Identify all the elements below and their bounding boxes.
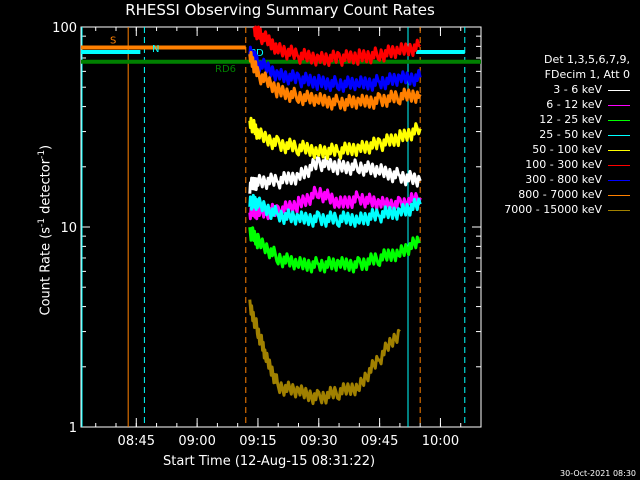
legend-swatch [608, 134, 630, 136]
legend-item: 300 - 800 keV [504, 172, 630, 187]
series-line [248, 155, 422, 194]
legend: Det 1,3,5,6,7,9, FDecim 1, Att 0 3 - 6 k… [504, 52, 630, 217]
legend-item-label: 100 - 300 keV [525, 158, 602, 171]
legend-swatch [608, 209, 630, 211]
legend-header-line-2: FDecim 1, Att 0 [544, 68, 630, 81]
flag-label-rd6: RD6 [215, 64, 236, 75]
legend-item: 50 - 100 keV [504, 142, 630, 157]
series-line [248, 299, 401, 406]
legend-item-label: 25 - 50 keV [539, 128, 602, 141]
flag-label-s: S [110, 35, 116, 46]
y-axis-label-exp-1: -1 [37, 217, 48, 227]
legend-item-label: 800 - 7000 keV [518, 188, 602, 201]
series-line [248, 50, 422, 112]
legend-item: 800 - 7000 keV [504, 187, 630, 202]
y-tick-label: 1 [69, 421, 77, 436]
legend-swatch [608, 89, 630, 91]
y-axis-label: Count Rate (s-1 detector-1) [37, 145, 53, 316]
legend-swatch [608, 149, 630, 151]
y-axis-label-exp-2: -1 [37, 149, 48, 159]
footer-timestamp: 30-Oct-2021 08:30 [560, 469, 636, 478]
legend-item: 3 - 6 keV [504, 82, 630, 97]
x-tick-label: 08:45 [118, 434, 155, 449]
legend-item: 25 - 50 keV [504, 127, 630, 142]
x-tick-label: 09:45 [361, 434, 398, 449]
y-axis-label-mid: detector [38, 158, 54, 218]
legend-swatch [608, 164, 630, 166]
legend-header-line-1: Det 1,3,5,6,7,9, [543, 53, 630, 66]
x-tick-label: 09:30 [300, 434, 337, 449]
legend-item: 6 - 12 keV [504, 97, 630, 112]
x-axis-label: Start Time (12-Aug-15 08:31:22) [163, 454, 376, 469]
chart-title: RHESSI Observing Summary Count Rates [125, 1, 435, 19]
legend-item-label: 6 - 12 keV [546, 98, 602, 111]
legend-swatch [608, 179, 630, 181]
legend-item-label: 300 - 800 keV [525, 173, 602, 186]
legend-item: 12 - 25 keV [504, 112, 630, 127]
legend-item-label: 7000 - 15000 keV [504, 203, 602, 216]
series-line [248, 45, 422, 93]
legend-item: 100 - 300 keV [504, 157, 630, 172]
y-axis-label-prefix: Count Rate (s [38, 226, 54, 316]
legend-item-label: 12 - 25 keV [539, 113, 602, 126]
x-tick-label: 09:00 [178, 434, 215, 449]
legend-item-label: 3 - 6 keV [553, 83, 602, 96]
series-line [248, 226, 421, 274]
legend-item: 7000 - 15000 keV [504, 202, 630, 217]
legend-swatch [608, 119, 630, 121]
flag-label-pd: PD [250, 48, 264, 59]
series-line [252, 25, 422, 67]
x-tick-label: 10:00 [422, 434, 459, 449]
legend-swatch [608, 104, 630, 106]
series-line [248, 193, 422, 228]
flag-label-n: N [152, 44, 159, 55]
x-tick-label: 09:15 [239, 434, 276, 449]
y-axis-label-suffix: ) [38, 144, 54, 150]
legend-swatch [608, 194, 630, 196]
y-tick-label: 100 [52, 21, 77, 36]
series-line [248, 116, 422, 160]
y-tick-label: 10 [60, 221, 77, 236]
legend-item-label: 50 - 100 keV [532, 143, 602, 156]
